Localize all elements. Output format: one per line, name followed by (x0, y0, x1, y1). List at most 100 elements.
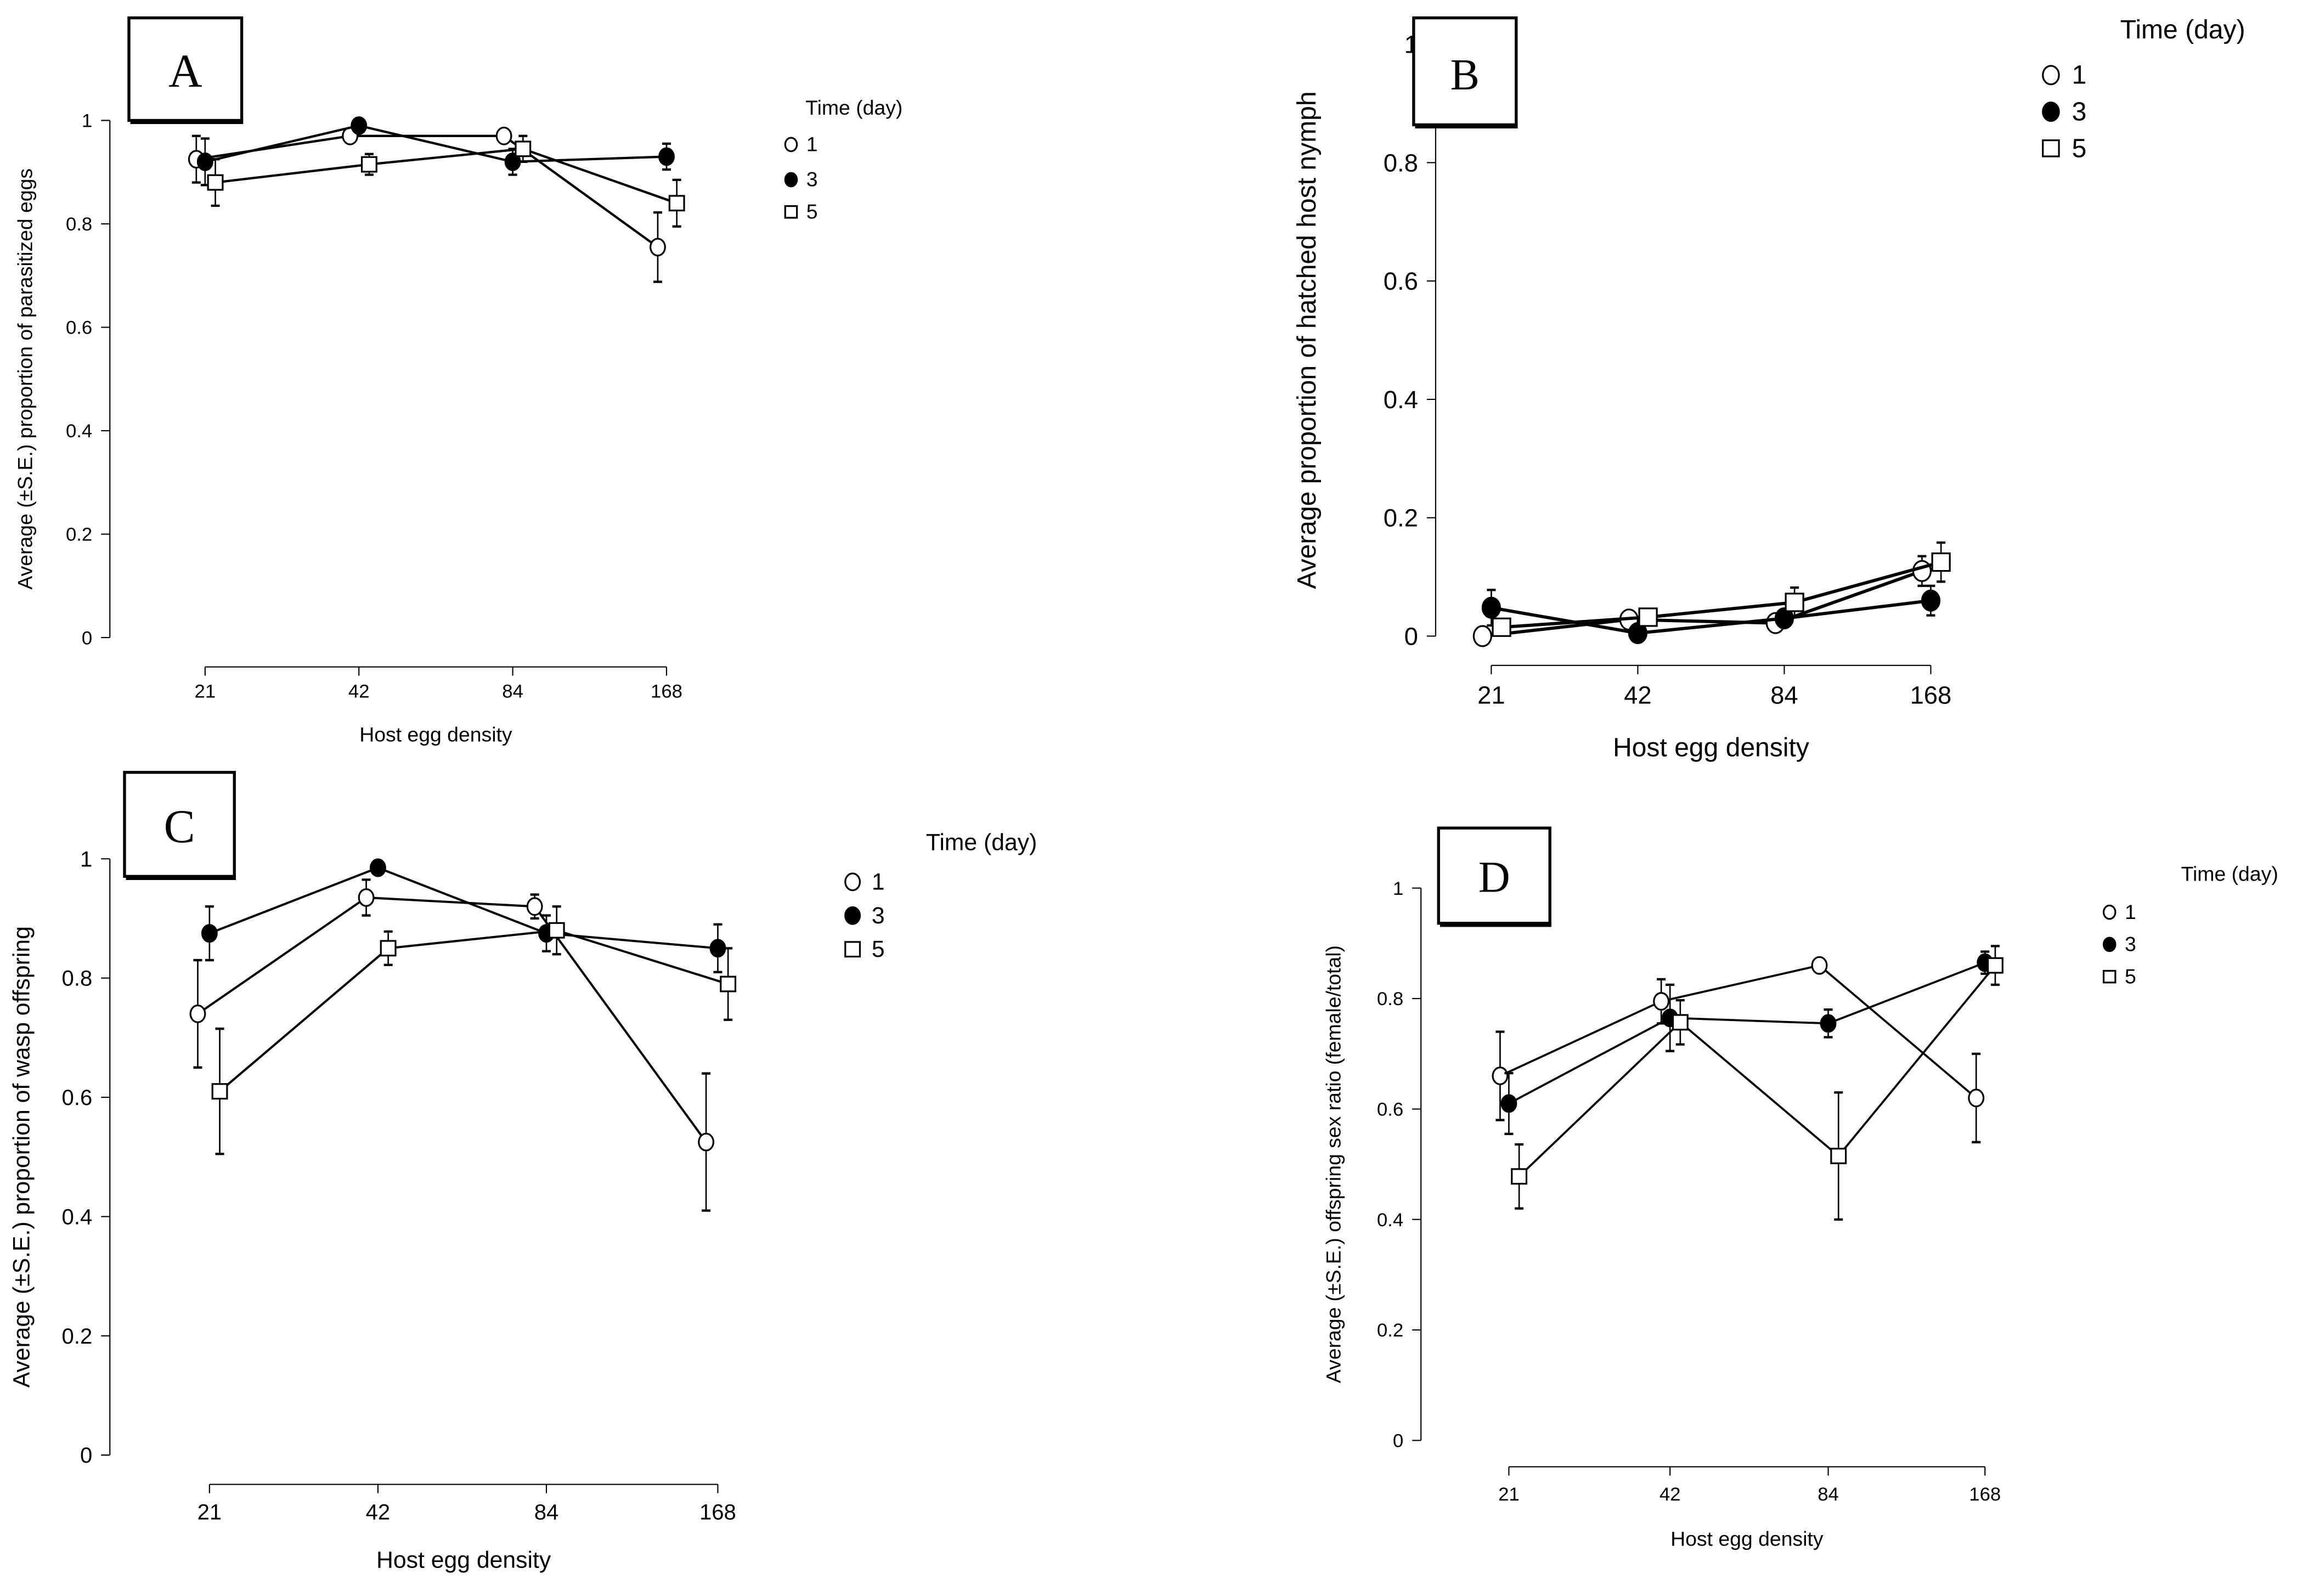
x-tick-label: 168 (651, 681, 682, 702)
data-point (658, 147, 675, 166)
x-axis-label: Host egg density (359, 723, 512, 746)
series-day-5 (211, 905, 737, 1155)
panel-label: D (1478, 854, 1510, 902)
data-point (1492, 1067, 1509, 1085)
y-tick-label: 0.2 (1384, 504, 1418, 532)
series-line (1499, 964, 1977, 1099)
legend-label: 5 (806, 200, 818, 223)
series-line (1508, 961, 1985, 1104)
series-line (1491, 599, 1931, 635)
y-tick-label: 0.6 (66, 318, 92, 339)
data-point (1492, 617, 1511, 637)
series-day-3 (1500, 950, 1994, 1135)
legend: Time (day) 1 3 5 (844, 829, 1037, 962)
series-day-1 (189, 878, 715, 1212)
legend-title: Time (day) (2120, 15, 2245, 44)
x-tick-label: 42 (1660, 1484, 1681, 1505)
legend-label: 1 (2072, 60, 2087, 90)
data-point (358, 888, 375, 907)
series-day-3 (201, 858, 726, 973)
y-tick-label: 0 (1404, 622, 1418, 650)
legend-marker (844, 872, 861, 892)
series-line (1518, 965, 1996, 1177)
legend: Time (day) 1 3 5 (784, 96, 902, 223)
data-point (360, 156, 377, 173)
y-tick-label: 0.2 (62, 1324, 93, 1349)
panel-label: A (168, 46, 202, 97)
y-tick-label: 0.8 (1377, 989, 1403, 1010)
x-tick-label: 21 (197, 1501, 222, 1525)
panel-c: 0 0.2 0.4 0.6 0.8 1 21 42 84 168 Host egg density A… (8, 771, 1037, 1574)
legend-title: Time (day) (926, 829, 1037, 855)
data-point (698, 1132, 715, 1152)
legend-label: 3 (2125, 933, 2136, 956)
panel-label-box (1412, 16, 1518, 127)
data-point (1921, 589, 1941, 612)
series-day-1 (1472, 555, 1932, 647)
y-tick-label: 0.4 (1377, 1210, 1403, 1231)
x-tick-label: 42 (1624, 681, 1651, 709)
x-tick-label: 42 (348, 681, 370, 702)
legend-marker (844, 906, 861, 925)
legend-label: 5 (2125, 965, 2136, 988)
y-tick-label: 0.4 (66, 421, 92, 442)
y-axis-label: Average proportion of hatched host nymph (1292, 91, 1322, 589)
y-tick-label: 0.4 (1384, 386, 1418, 414)
data-point (1986, 957, 2003, 974)
data-point (495, 126, 512, 145)
legend-marker (2102, 969, 2117, 984)
data-point (1481, 596, 1501, 619)
y-tick-label: 0.6 (1384, 267, 1418, 295)
y-axis-label: Average (±S.E.) proportion of parasitize… (14, 168, 37, 590)
data-point (1628, 622, 1647, 645)
x-tick-label: 42 (366, 1501, 391, 1525)
y-axis-label: Average (±S.E.) proportion of wasp offsp… (8, 926, 35, 1388)
series-line (1501, 560, 1942, 629)
data-point (189, 1004, 206, 1023)
legend-marker (784, 137, 798, 153)
legend-marker (2042, 101, 2060, 122)
data-point (1774, 607, 1794, 630)
x-tick-label: 21 (1477, 681, 1505, 709)
legend-marker (2042, 65, 2060, 86)
data-point (515, 140, 532, 157)
x-tick-label: 168 (699, 1501, 736, 1525)
data-point (1968, 1089, 1985, 1108)
y-tick-label: 0 (80, 1443, 92, 1468)
y-tick-label: 1 (1393, 878, 1403, 899)
data-point (1931, 552, 1951, 572)
y-tick-label: 1 (82, 111, 92, 132)
legend-marker (784, 205, 798, 219)
y-tick-label: 0.6 (1377, 1099, 1403, 1120)
y-tick-label: 0.8 (66, 214, 92, 235)
legend-marker (2042, 139, 2060, 157)
data-point (1672, 1014, 1689, 1031)
panel-label-box (127, 16, 244, 122)
series-day-5 (1511, 945, 2003, 1221)
data-point (1500, 1094, 1517, 1113)
y-tick-label: 0.4 (62, 1205, 93, 1229)
legend-marker (2102, 904, 2117, 920)
data-point (1653, 992, 1670, 1011)
legend-label: 1 (872, 869, 885, 895)
legend-label: 5 (2072, 133, 2087, 163)
legend-title: Time (day) (2181, 862, 2278, 885)
panel-label-box (123, 771, 236, 878)
data-point (1830, 1148, 1847, 1164)
legend-label: 3 (806, 168, 818, 191)
data-point (196, 152, 213, 171)
panel-d: 0 0.2 0.4 0.6 0.8 1 21 42 84 168 Host egg density A… (1322, 826, 2278, 1550)
legend-title: Time (day) (805, 96, 902, 119)
legend-marker (2102, 937, 2117, 952)
legend: Time (day) 1 3 5 (2102, 862, 2278, 988)
y-tick-label: 0.8 (1384, 149, 1418, 177)
panel-label: B (1451, 51, 1480, 99)
x-tick-label: 84 (1818, 1484, 1839, 1505)
data-point (1811, 956, 1828, 975)
data-point (668, 195, 685, 212)
data-point (1511, 1168, 1528, 1185)
series-day-5 (1492, 541, 1951, 637)
y-tick-label: 0 (1393, 1431, 1403, 1452)
data-point (548, 922, 565, 939)
series-line (219, 929, 729, 1092)
